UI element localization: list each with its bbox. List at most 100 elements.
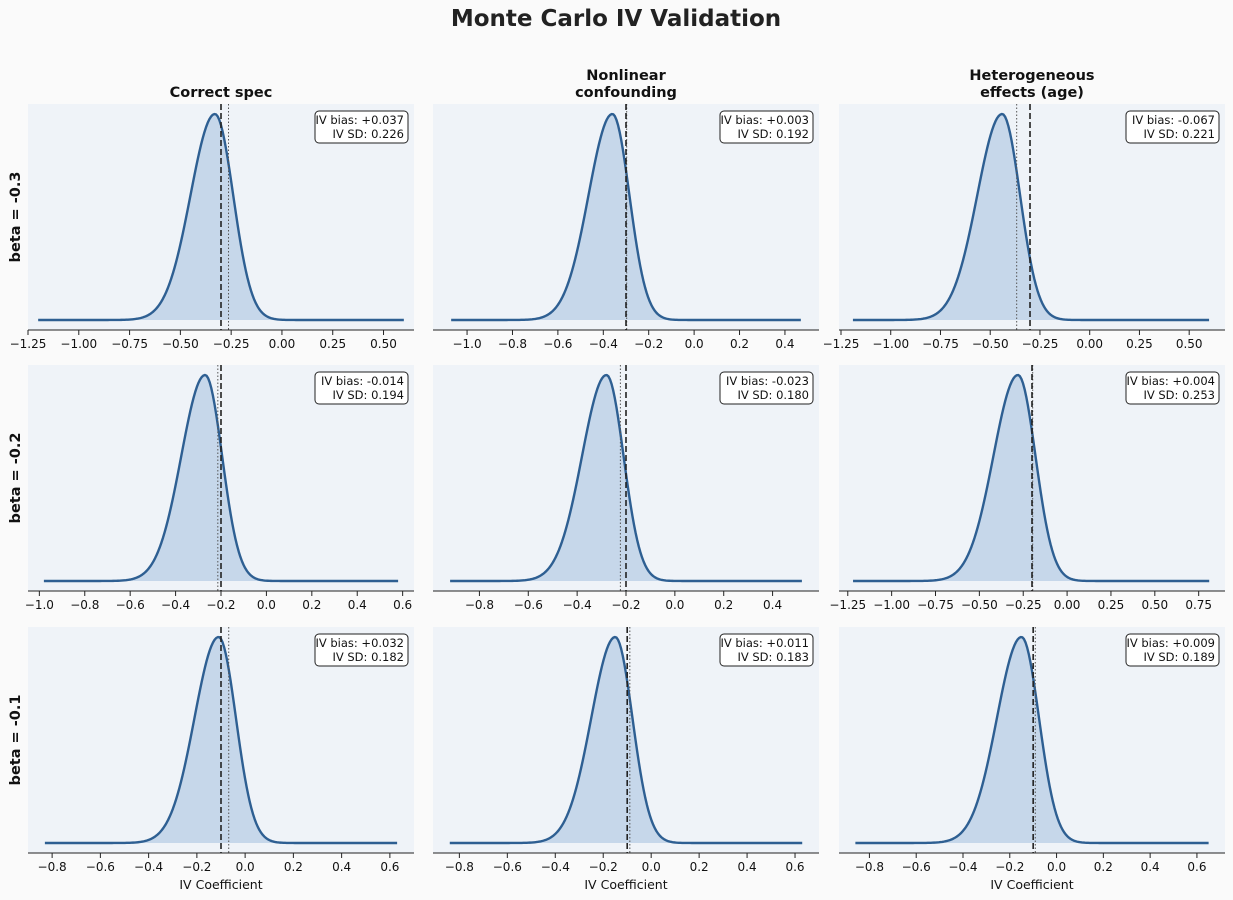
x-tick-label: −0.6 <box>493 860 522 874</box>
x-tick-label: 0.25 <box>1126 337 1153 351</box>
x-tick-label: 0.6 <box>380 860 399 874</box>
density-fill <box>852 114 1210 320</box>
x-tick-label: −0.6 <box>902 860 931 874</box>
panel: −0.8 −0.6 −0.4 −0.2 0.0 0.2 0.4 0.6 IV bias: +0.… <box>433 627 819 892</box>
panel-grid: −1.25 −1.00 −0.75 −0.50 −0.25 0.00 0.25 0.50 IV … <box>10 104 1225 892</box>
x-tick-label: −0.25 <box>1022 337 1059 351</box>
x-tick-label: −0.6 <box>514 598 543 612</box>
column-title: Heterogeneous effects (age) <box>969 68 1094 101</box>
stats-box <box>1125 110 1220 144</box>
x-tick-label: 0.0 <box>685 337 704 351</box>
panel: −1.25 −1.00 −0.75 −0.50 −0.25 0.00 0.25 0.50 IV … <box>823 104 1225 351</box>
chart-title: Monte Carlo IV Validation <box>451 6 781 32</box>
stats-box <box>1125 633 1220 667</box>
density-curve <box>449 635 803 845</box>
density-fill <box>853 375 1210 581</box>
iv-sd-label: IV SD: 0.183 <box>737 650 809 664</box>
x-tick-label: −0.4 <box>948 860 977 874</box>
row-label: beta = -0.1 <box>8 695 24 786</box>
x-tick-label: −0.8 <box>70 598 99 612</box>
x-tick-label: 0.2 <box>730 337 749 351</box>
column-title: Nonlinear confounding <box>575 68 677 101</box>
panel: −1.0 −0.8 −0.6 −0.4 −0.2 0.0 0.2 0.4 0.6 IV bias:… <box>25 365 414 612</box>
x-tick-label: 0.00 <box>269 337 296 351</box>
x-tick-label: 0.0 <box>257 598 276 612</box>
x-tick-label: −0.6 <box>86 860 115 874</box>
x-tick-label: 0.2 <box>714 598 733 612</box>
column-title: Correct spec <box>170 85 273 101</box>
row-label: beta = -0.2 <box>8 433 24 524</box>
x-tick-label: 0.4 <box>738 860 757 874</box>
x-tick-label: 0.4 <box>1141 860 1160 874</box>
x-tick-label: −0.8 <box>498 337 527 351</box>
x-tick-label: −1.25 <box>823 337 860 351</box>
panel: −1.25 −1.00 −0.75 −0.50 −0.25 0.00 0.25 0.50 IV … <box>10 104 414 351</box>
density-fill <box>449 637 803 843</box>
x-tick-label: 0.50 <box>1176 337 1203 351</box>
density-curve <box>855 635 1209 845</box>
column-titles: Correct spec Nonlinear confounding Heteroge… <box>170 68 1095 101</box>
x-tick-label: −1.00 <box>873 598 910 612</box>
iv-sd-label: IV SD: 0.189 <box>1143 650 1215 664</box>
iv-sd-label: IV SD: 0.192 <box>737 127 809 141</box>
x-tick-label: 0.0 <box>236 860 255 874</box>
x-tick-label: −0.4 <box>161 598 190 612</box>
x-axis-label: IV Coefficient <box>990 877 1073 892</box>
x-tick-label: −0.75 <box>922 337 959 351</box>
x-tick-label: 0.0 <box>642 860 661 874</box>
stats-box <box>314 110 409 144</box>
x-tick-label: 0.0 <box>1047 860 1066 874</box>
x-tick-label: −0.25 <box>1005 598 1042 612</box>
x-tick-label: −1.00 <box>872 337 909 351</box>
iv-sd-label: IV SD: 0.180 <box>737 388 809 402</box>
x-tick-label: 0.25 <box>319 337 346 351</box>
iv-sd-label: IV SD: 0.226 <box>332 127 404 141</box>
x-axis-label: IV Coefficient <box>179 877 262 892</box>
x-tick-label: 0.6 <box>1187 860 1206 874</box>
iv-sd-label: IV SD: 0.221 <box>1143 127 1215 141</box>
x-tick-label: 0.50 <box>1141 598 1168 612</box>
x-tick-label: −0.25 <box>213 337 250 351</box>
x-tick-label: 0.00 <box>1076 337 1103 351</box>
x-tick-label: −0.2 <box>611 598 640 612</box>
x-tick-label: −0.2 <box>634 337 663 351</box>
x-tick-label: −0.50 <box>972 337 1009 351</box>
x-tick-label: 0.6 <box>785 860 804 874</box>
x-tick-label: −0.2 <box>589 860 618 874</box>
x-tick-label: 0.4 <box>763 598 782 612</box>
x-tick-label: −0.50 <box>961 598 998 612</box>
density-fill <box>855 637 1209 843</box>
x-tick-label: −1.00 <box>60 337 97 351</box>
x-tick-label: −0.2 <box>206 598 235 612</box>
x-tick-label: 0.25 <box>1098 598 1125 612</box>
x-tick-label: −0.2 <box>182 860 211 874</box>
stats-box <box>719 110 814 144</box>
x-tick-label: 0.75 <box>1185 598 1212 612</box>
iv-bias-label: IV bias: +0.003 <box>720 113 809 127</box>
x-tick-label: −0.75 <box>111 337 148 351</box>
x-tick-label: −0.75 <box>917 598 954 612</box>
stats-box <box>719 371 814 405</box>
iv-bias-label: IV bias: +0.004 <box>1126 374 1215 388</box>
iv-sd-label: IV SD: 0.194 <box>332 388 404 402</box>
row-labels: beta = -0.3 beta = -0.2 beta = -0.1 <box>8 172 24 786</box>
density-curve <box>852 112 1210 322</box>
x-tick-label: −0.6 <box>543 337 572 351</box>
x-tick-label: −1.0 <box>25 598 54 612</box>
x-tick-label: −0.4 <box>563 598 592 612</box>
x-tick-label: 0.4 <box>332 860 351 874</box>
iv-bias-label: IV bias: +0.037 <box>315 113 404 127</box>
x-tick-label: −0.8 <box>465 598 494 612</box>
x-tick-label: 0.4 <box>348 598 367 612</box>
panel: −0.8 −0.6 −0.4 −0.2 0.0 0.2 0.4 IV bias: -0.023… <box>433 365 819 612</box>
x-tick-label: 0.00 <box>1054 598 1081 612</box>
iv-bias-label: IV bias: -0.023 <box>726 374 809 388</box>
x-tick-label: −0.4 <box>541 860 570 874</box>
x-tick-label: −0.50 <box>162 337 199 351</box>
x-tick-label: 0.2 <box>302 598 321 612</box>
panel: −1.0 −0.8 −0.6 −0.4 −0.2 0.0 0.2 0.4 IV bias: +0… <box>433 104 819 351</box>
x-tick-label: 0.2 <box>1094 860 1113 874</box>
x-tick-label: −0.8 <box>38 860 67 874</box>
panel: −0.8 −0.6 −0.4 −0.2 0.0 0.2 0.4 0.6 IV bias: +0.… <box>839 627 1225 892</box>
